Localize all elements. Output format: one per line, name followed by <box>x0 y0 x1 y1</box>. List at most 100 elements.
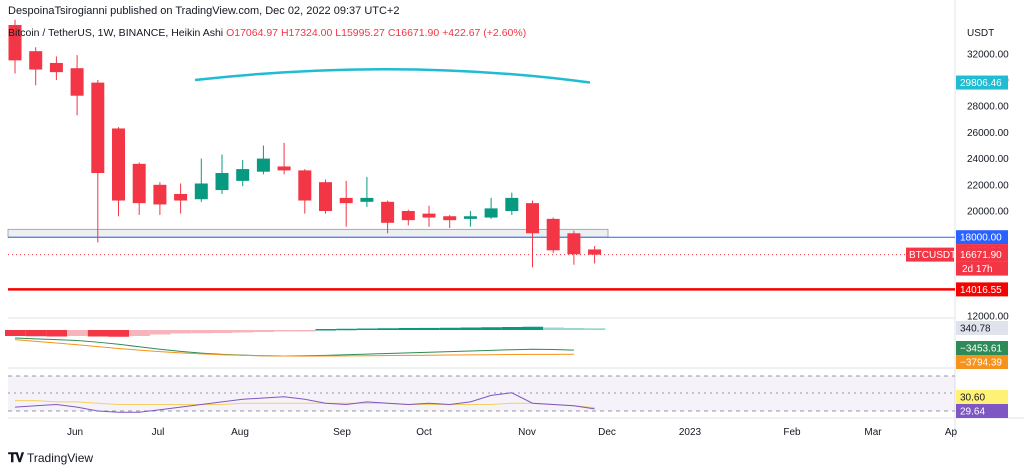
close-value: C16671.90 <box>387 27 440 39</box>
candle-body-25 <box>526 203 539 234</box>
price-tick: 12000.00 <box>967 311 1009 322</box>
price-label-4: 14016.55 <box>960 285 1002 296</box>
price-tick: 28000.00 <box>967 102 1009 113</box>
candle-body-20 <box>422 213 436 218</box>
candle-body-0 <box>8 24 22 61</box>
candle-body-24 <box>505 197 519 211</box>
rsi-label-bg <box>956 404 1008 418</box>
ma-path <box>194 68 591 84</box>
price-label-bg-4 <box>956 282 1008 297</box>
candle-body-8 <box>174 193 188 201</box>
candle-body-18 <box>381 201 395 223</box>
macd-hist-bar-20 <box>419 327 440 330</box>
macd-hist-bar-11 <box>232 330 254 333</box>
macd-hist-bar-27 <box>563 328 585 330</box>
macd-label-bg-0 <box>956 321 1008 335</box>
macd-hist-bar-28 <box>584 328 606 330</box>
time-tick: Ap <box>945 427 958 438</box>
time-tick: Jun <box>67 427 83 438</box>
candle-body-28 <box>588 249 602 255</box>
tradingview-brand[interactable]: 𝐓𝐕 TradingView <box>8 450 93 466</box>
candle-body-15 <box>319 182 332 211</box>
time-tick: Sep <box>333 427 351 438</box>
price-tick: 26000.00 <box>967 128 1009 139</box>
candle-body-13 <box>277 166 291 171</box>
macd-hist-bar-17 <box>356 328 378 330</box>
candle-body-5 <box>112 128 125 201</box>
change-value: +422.67 (+2.60%) <box>442 27 527 39</box>
macd-value-2: −3794.39 <box>960 358 1002 369</box>
price-label-bg-1 <box>956 230 1008 245</box>
macd-hist-bar-15 <box>315 329 337 331</box>
candle-body-27 <box>567 233 581 255</box>
macd-pane[interactable] <box>5 326 606 357</box>
macd-labels: 340.78 −3453.61 −3794.39 <box>956 321 1008 369</box>
countdown-bg <box>956 261 1008 276</box>
price-tick: 22000.00 <box>967 180 1009 191</box>
macd-hist-bar-16 <box>336 328 357 331</box>
candle-body-12 <box>256 158 270 172</box>
macd-hist-bar-0 <box>5 330 26 336</box>
rsi-ma-line <box>15 400 595 409</box>
countdown-label: 2d 17h <box>962 264 993 275</box>
macd-hist-bar-8 <box>170 330 192 334</box>
macd-hist-bar-6 <box>129 330 150 336</box>
signal-line <box>14 339 574 357</box>
candle-body-22 <box>463 216 477 219</box>
rsi-pane[interactable] <box>14 392 595 413</box>
macd-hist-bar-19 <box>398 328 419 330</box>
high-value: H17324.00 <box>280 27 333 39</box>
macd-hist-bar-18 <box>377 328 399 330</box>
author-name[interactable]: DespoinaTsirogianni <box>8 5 108 17</box>
publish-info: published on TradingView.com, Dec 02, 20… <box>110 5 400 17</box>
candle-body-14 <box>298 170 312 201</box>
candle-body-19 <box>401 211 415 221</box>
candle-body-9 <box>194 183 208 200</box>
macd-hist-bar-13 <box>274 330 295 332</box>
moving-average-line[interactable] <box>194 68 591 84</box>
macd-hist-bar-23 <box>481 327 502 330</box>
tradingview-logo-icon: 𝐓𝐕 <box>8 450 24 465</box>
low-value: L15995.27 <box>335 27 385 39</box>
macd-hist-bar-2 <box>46 330 68 337</box>
symbol-legend: Bitcoin / TetherUS, 1W, BINANCE, Heikin … <box>8 27 526 39</box>
rsi-line <box>14 392 595 413</box>
publish-header: DespoinaTsirogianni published on Trading… <box>8 5 399 17</box>
price-labels: 29806.4618000.0016939.5616671.9014016.55… <box>956 75 1008 297</box>
macd-hist-bar-10 <box>212 330 233 333</box>
macd-hist-bar-25 <box>522 326 544 330</box>
brand-name: TradingView <box>27 451 94 465</box>
candle-body-26 <box>546 218 560 251</box>
price-tick: 32000.00 <box>967 49 1009 60</box>
price-label-bg-0 <box>956 75 1008 90</box>
time-tick: Dec <box>598 427 616 438</box>
macd-label-bg-1 <box>956 341 1008 355</box>
time-tick: Nov <box>518 427 536 438</box>
candle-body-6 <box>132 163 146 204</box>
time-tick: 2023 <box>679 427 702 438</box>
symbol-tag-bg <box>906 247 954 262</box>
macd-hist-bar-1 <box>25 330 47 337</box>
candle-body-7 <box>153 184 167 205</box>
time-tick: Jul <box>152 427 165 438</box>
rsi-ma-value: 30.60 <box>960 393 985 404</box>
candles[interactable] <box>8 19 602 268</box>
macd-hist-bar-7 <box>149 330 171 335</box>
price-label-0: 29806.46 <box>960 78 1002 89</box>
macd-value-0: 340.78 <box>960 324 991 335</box>
horizontal-levels <box>8 236 955 291</box>
price-tick: 20000.00 <box>967 207 1009 218</box>
symbol-tag: BTCUSDT <box>909 250 956 261</box>
macd-hist-bar-3 <box>67 330 88 336</box>
price-label-1: 18000.00 <box>960 233 1002 244</box>
candle-body-1 <box>29 51 43 70</box>
currency-label: USDT <box>967 28 994 39</box>
macd-label-bg-2 <box>956 355 1008 369</box>
macd-hist-bar-12 <box>253 330 275 332</box>
candle-body-21 <box>443 216 457 221</box>
macd-hist-bar-22 <box>460 327 482 330</box>
time-tick: Aug <box>231 427 249 438</box>
candle-body-2 <box>49 62 63 73</box>
candle-body-11 <box>236 169 250 181</box>
